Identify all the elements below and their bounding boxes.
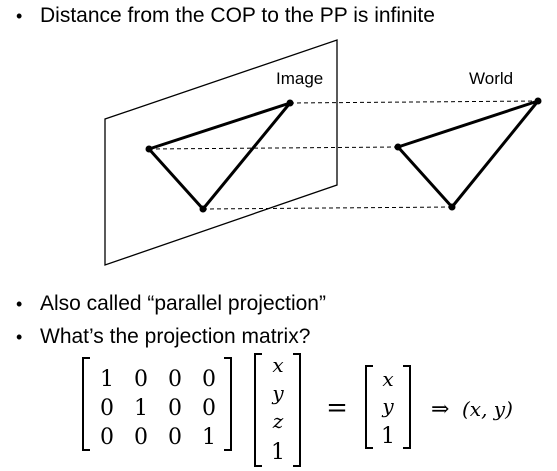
- matrix-cell: 0: [168, 425, 182, 450]
- vector-in-entry: y: [271, 381, 284, 405]
- matrix-cell: 1: [100, 367, 114, 392]
- bullet-dot-icon: •: [16, 327, 23, 347]
- image-triangle: [147, 101, 292, 211]
- world-vertex: [534, 97, 542, 105]
- equals-sign: =: [326, 393, 348, 423]
- image-label: Image: [276, 69, 323, 88]
- matrix-cell: 0: [168, 396, 182, 421]
- matrix-cell: 0: [100, 396, 114, 421]
- image-vertex: [286, 99, 294, 107]
- bullet-text-parallel: Also called “parallel projection”: [40, 292, 326, 315]
- result-pair: (x, y): [462, 397, 513, 421]
- projection-equation: 1 0 0 0 0 1 0 0 0 0 0 1 x y z 1 = x y 1 …: [82, 353, 513, 467]
- image-vertex: [145, 145, 153, 153]
- bullet-text-cop: Distance from the COP to the PP is infin…: [40, 4, 435, 27]
- projection-diagram: Image World: [104, 39, 542, 266]
- vector-out-entry: y: [381, 394, 394, 418]
- vector-out-bracket-left: [365, 365, 373, 449]
- bullet-item: • Distance from the COP to the PP is inf…: [16, 4, 435, 28]
- matrix-cell: 0: [100, 425, 114, 450]
- matrix-cell: 0: [202, 367, 216, 392]
- bullet-item: • What’s the projection matrix?: [16, 325, 310, 349]
- projection-ray-left: [148, 146, 399, 150]
- world-vertex: [448, 203, 456, 211]
- matrix-cell: 0: [168, 367, 182, 392]
- vector-in-entry: z: [272, 409, 284, 433]
- matrix-cell: 0: [134, 425, 148, 450]
- vector-in-entry: x: [272, 353, 283, 377]
- vector-in-entry: 1: [271, 440, 285, 465]
- vector-out-bracket-right: [403, 365, 411, 449]
- implies-arrow: ⇒: [431, 397, 449, 422]
- matrix-cell: 1: [134, 396, 148, 421]
- matrix-bracket-right: [224, 357, 232, 451]
- bullet-item: • Also called “parallel projection”: [16, 292, 326, 316]
- bullet-text-question: What’s the projection matrix?: [40, 325, 311, 348]
- bullet-dot-icon: •: [16, 6, 23, 26]
- world-vertex: [394, 143, 402, 151]
- image-plane: [104, 39, 338, 266]
- matrix-cell: 0: [202, 396, 216, 421]
- vector-in-bracket-right: [293, 353, 301, 467]
- matrix-cell: 1: [202, 425, 216, 450]
- world-triangle: [396, 99, 540, 209]
- matrix-cell: 0: [134, 367, 148, 392]
- world-label: World: [469, 69, 513, 88]
- vector-out-entry: x: [382, 367, 393, 391]
- vector-in-bracket-left: [254, 353, 262, 467]
- projection-ray-top: [289, 100, 539, 104]
- projection-ray-bottom: [202, 206, 453, 210]
- matrix-bracket-left: [82, 357, 90, 451]
- vector-out-entry: 1: [381, 424, 395, 449]
- bullet-dot-icon: •: [16, 294, 23, 314]
- image-vertex: [199, 205, 207, 213]
